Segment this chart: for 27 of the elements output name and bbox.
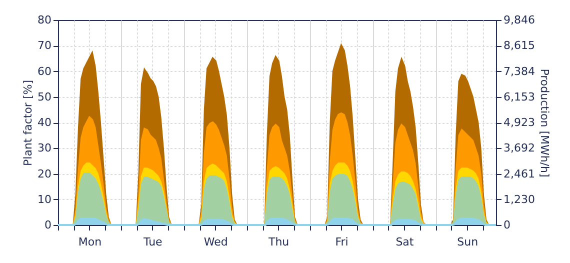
y-tick-label: 50 xyxy=(38,90,52,104)
y2-tick-label: 8,615 xyxy=(504,39,535,52)
y-tick-label: 60 xyxy=(38,64,52,78)
x-tick-label: Fri xyxy=(335,236,348,248)
y-tick-label: 20 xyxy=(38,167,52,180)
x-tick-label: Mon xyxy=(78,236,102,248)
y-tick-label: 80 xyxy=(38,14,52,26)
y-tick-label: 0 xyxy=(44,218,52,232)
y-axis-title: Plant factor [%] xyxy=(22,80,35,166)
x-tick-label: Tue xyxy=(142,236,163,248)
y2-tick-label: 7,384 xyxy=(504,64,535,78)
y-tick-label: 30 xyxy=(38,142,52,155)
y2-axis-title: Production [MWh/h] xyxy=(538,68,551,178)
x-tick-label: Thu xyxy=(267,236,290,248)
y2-tick-label: 3,692 xyxy=(504,142,535,155)
y2-tick-label: 6,153 xyxy=(504,90,535,104)
y-tick-label: 10 xyxy=(38,192,52,206)
x-tick-label: Sun xyxy=(457,236,478,248)
x-tick-label: Sat xyxy=(396,236,414,248)
x-tick-label: Wed xyxy=(204,236,228,248)
y-tick-label: 40 xyxy=(38,116,52,129)
y2-tick-label: 9,846 xyxy=(504,14,535,26)
y2-tick-label: 1,230 xyxy=(504,192,535,206)
y-tick-label: 70 xyxy=(38,39,52,52)
y2-tick-label: 4,923 xyxy=(504,116,535,129)
y2-tick-label: 0 xyxy=(504,218,510,232)
y2-tick-label: 2,461 xyxy=(504,167,535,180)
